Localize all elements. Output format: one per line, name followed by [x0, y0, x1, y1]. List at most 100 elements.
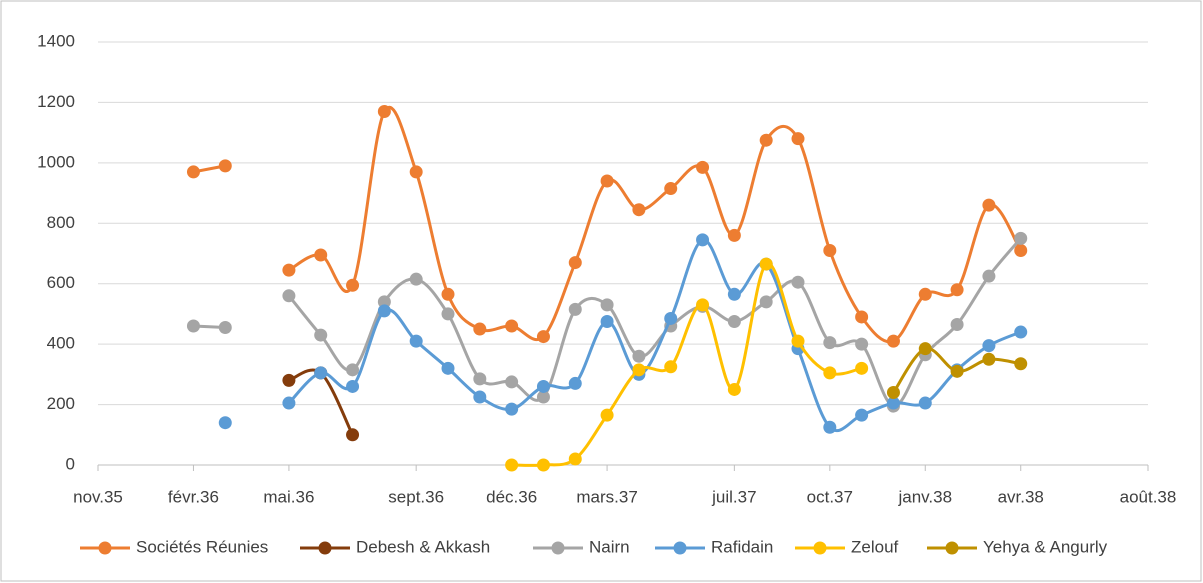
- y-tick-label: 1200: [37, 92, 75, 111]
- legend-marker: [673, 541, 687, 555]
- x-tick-label: août.38: [1120, 487, 1177, 506]
- legend-label: Debesh & Akkash: [356, 537, 490, 556]
- data-point: [1014, 231, 1028, 245]
- y-tick-label: 200: [47, 394, 75, 413]
- data-point: [377, 104, 391, 118]
- data-point: [664, 182, 678, 196]
- data-point: [536, 458, 550, 472]
- x-tick-label: mars.37: [576, 487, 637, 506]
- data-point: [218, 321, 232, 335]
- data-point: [886, 396, 900, 410]
- data-point: [473, 372, 487, 386]
- data-point: [664, 311, 678, 325]
- data-point: [727, 382, 741, 396]
- data-point: [473, 390, 487, 404]
- data-point: [664, 360, 678, 374]
- legend-label: Zelouf: [851, 537, 899, 556]
- data-point: [696, 233, 710, 247]
- data-point: [982, 269, 996, 283]
- y-tick-label: 800: [47, 213, 75, 232]
- data-point: [600, 174, 614, 188]
- data-point: [441, 361, 455, 375]
- legend-marker: [945, 541, 959, 555]
- data-point: [727, 228, 741, 242]
- data-point: [441, 307, 455, 321]
- data-point: [441, 287, 455, 301]
- data-point: [950, 364, 964, 378]
- data-point: [823, 366, 837, 380]
- data-point: [982, 339, 996, 353]
- data-point: [855, 337, 869, 351]
- x-tick-label: juil.37: [711, 487, 756, 506]
- data-point: [791, 334, 805, 348]
- data-point: [473, 322, 487, 336]
- data-point: [568, 302, 582, 316]
- data-point: [218, 159, 232, 173]
- legend-label: Yehya & Angurly: [983, 537, 1108, 556]
- data-point: [346, 428, 360, 442]
- x-tick-label: sept.36: [388, 487, 444, 506]
- data-point: [759, 295, 773, 309]
- data-point: [918, 396, 932, 410]
- data-point: [982, 352, 996, 366]
- data-point: [377, 304, 391, 318]
- legend-marker: [318, 541, 332, 555]
- x-tick-label: mai.36: [263, 487, 314, 506]
- data-point: [409, 334, 423, 348]
- y-tick-label: 0: [66, 454, 75, 473]
- y-tick-label: 1400: [37, 31, 75, 50]
- data-point: [314, 248, 328, 262]
- data-point: [1014, 357, 1028, 371]
- data-point: [918, 287, 932, 301]
- x-tick-label: déc.36: [486, 487, 537, 506]
- data-point: [346, 363, 360, 377]
- data-point: [886, 385, 900, 399]
- legend-marker: [98, 541, 112, 555]
- data-point: [791, 132, 805, 146]
- data-point: [568, 452, 582, 466]
- data-point: [409, 272, 423, 286]
- data-point: [600, 314, 614, 328]
- x-tick-label: avr.38: [998, 487, 1044, 506]
- data-point: [600, 408, 614, 422]
- data-point: [218, 416, 232, 430]
- data-point: [409, 165, 423, 179]
- data-point: [282, 263, 296, 277]
- data-point: [855, 361, 869, 375]
- data-point: [855, 310, 869, 324]
- legend-label: Sociétés Réunies: [136, 537, 268, 556]
- data-point: [696, 298, 710, 312]
- data-point: [823, 420, 837, 434]
- data-point: [696, 160, 710, 174]
- data-point: [505, 402, 519, 416]
- data-point: [1014, 243, 1028, 257]
- data-point: [505, 458, 519, 472]
- data-point: [823, 243, 837, 257]
- x-tick-label: févr.36: [168, 487, 219, 506]
- data-point: [759, 257, 773, 271]
- data-point: [536, 379, 550, 393]
- data-point: [632, 363, 646, 377]
- data-point: [982, 198, 996, 212]
- data-point: [568, 376, 582, 390]
- data-point: [855, 408, 869, 422]
- y-tick-label: 600: [47, 273, 75, 292]
- data-point: [632, 203, 646, 217]
- data-point: [918, 342, 932, 356]
- data-point: [346, 278, 360, 292]
- data-point: [505, 375, 519, 389]
- y-tick-label: 400: [47, 334, 75, 353]
- data-point: [600, 298, 614, 312]
- data-point: [886, 334, 900, 348]
- legend-marker: [813, 541, 827, 555]
- data-point: [727, 287, 741, 301]
- data-point: [282, 396, 296, 410]
- data-point: [282, 289, 296, 303]
- y-tick-label: 1000: [37, 152, 75, 171]
- data-point: [186, 319, 200, 333]
- data-point: [505, 319, 519, 333]
- data-point: [632, 349, 646, 363]
- data-point: [186, 165, 200, 179]
